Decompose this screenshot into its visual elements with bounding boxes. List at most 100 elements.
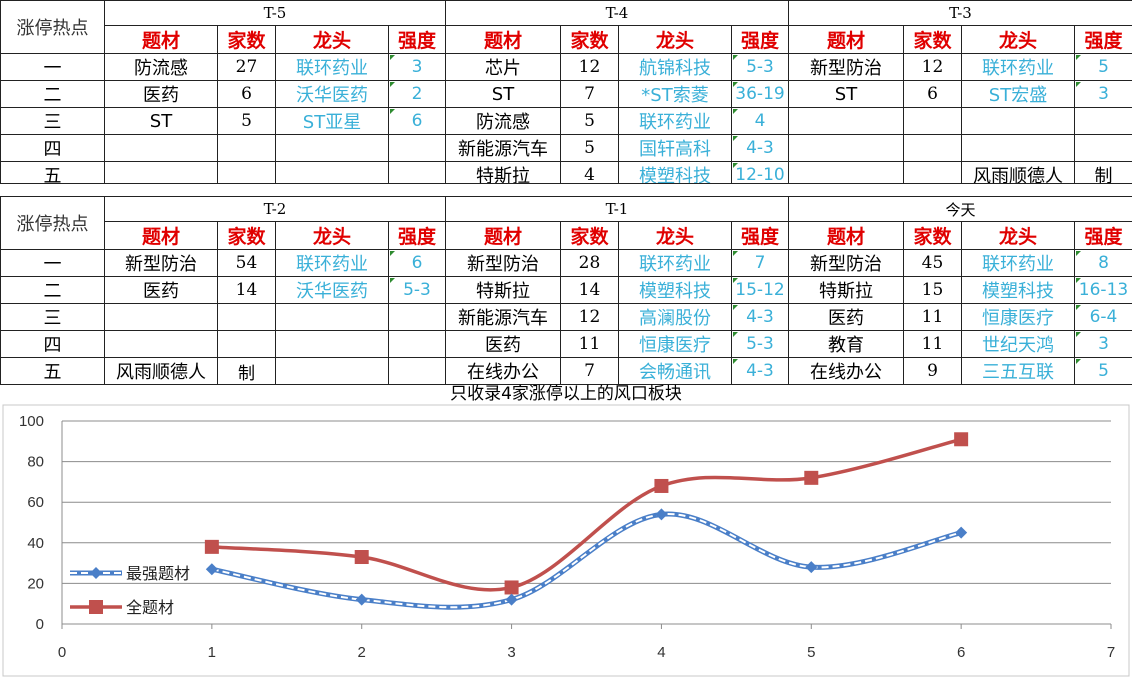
x-tick-label: 1 <box>208 644 216 661</box>
count-cell: 11 <box>560 330 619 358</box>
chart-frame <box>2 404 1130 677</box>
count-cell: 12 <box>903 53 962 81</box>
leader-cell: 航锦科技 <box>618 53 732 81</box>
theme-cell <box>788 107 904 135</box>
strength-cell: 5-3 <box>731 330 789 358</box>
column-header-theme: 题材 <box>788 221 904 250</box>
column-header-count: 家数 <box>903 221 962 250</box>
theme-cell: 特斯拉 <box>445 276 561 304</box>
table-row: 二医药 14 沃华医药 5-3 特斯拉 14 模塑科技 15-12 特斯拉 15 模塑科技 16-13 <box>0 276 1132 304</box>
corner-label: 涨停热点 <box>0 196 105 250</box>
theme-cell: 防流感 <box>445 107 561 135</box>
table-row: 四医药 11 恒康医疗 5-3 教育 11 世纪天鸿 3 <box>0 330 1132 358</box>
series-line <box>211 437 962 592</box>
data-point-square <box>654 478 669 493</box>
theme-cell: ST <box>788 80 904 108</box>
count-cell: 28 <box>560 249 619 277</box>
count-cell: 11 <box>903 330 962 358</box>
column-header-strength: 强度 <box>1074 25 1132 54</box>
y-tick-label: 60 <box>27 494 44 511</box>
count-cell: 6 <box>217 80 276 108</box>
column-header-theme: 题材 <box>104 221 218 250</box>
y-tick-label: 20 <box>27 575 44 592</box>
data-point-diamond <box>805 561 818 574</box>
leader-cell <box>275 134 389 162</box>
period-header: T-5 <box>104 0 446 26</box>
period-header: T-1 <box>445 196 789 222</box>
count-cell <box>217 303 276 331</box>
column-header-leader: 龙头 <box>275 221 389 250</box>
theme-cell: 新型防治 <box>788 53 904 81</box>
strength-cell <box>1074 134 1132 162</box>
theme-cell: 教育 <box>788 330 904 358</box>
leader-cell: 三五互联 <box>961 357 1075 385</box>
x-tick-label: 6 <box>957 644 965 661</box>
x-tick-label: 3 <box>507 644 515 661</box>
hot-sectors-table-top: 涨停热点 T-5 T-4 T-3 题材 家数 龙头 强度 题材 家数 龙头 强度 题材 家数 龙头 强度一防流… <box>0 0 1132 189</box>
rank-label: 五 <box>0 357 105 385</box>
column-header-strength: 强度 <box>388 25 446 54</box>
leader-cell: 联环药业 <box>961 249 1075 277</box>
legend-marker-square <box>89 600 103 614</box>
y-tick-label: 0 <box>36 616 44 633</box>
legend-marker-diamond <box>90 567 102 579</box>
data-point-diamond <box>505 593 518 606</box>
theme-cell: 芯片 <box>445 53 561 81</box>
leader-cell: 会畅通讯 <box>618 357 732 385</box>
rank-label: 二 <box>0 80 105 108</box>
column-header-strength: 强度 <box>731 25 789 54</box>
rank-label: 一 <box>0 249 105 277</box>
leader-cell: 沃华医药 <box>275 80 389 108</box>
leader-cell <box>961 134 1075 162</box>
leader-cell: 联环药业 <box>618 249 732 277</box>
column-header-leader: 龙头 <box>618 221 732 250</box>
column-header-strength: 强度 <box>1073 221 1132 250</box>
theme-cell <box>788 134 904 162</box>
count-cell: 45 <box>903 249 962 277</box>
strength-cell: 3 <box>388 53 446 81</box>
data-point-diamond <box>955 526 968 539</box>
column-header-theme: 题材 <box>788 25 904 54</box>
table-row: 四 新能源汽车 5 国轩高科 4-3 <box>0 134 1132 162</box>
strength-cell: 2 <box>388 80 446 108</box>
leader-cell: 联环药业 <box>618 107 732 135</box>
leader-cell: 恒康医疗 <box>618 330 732 358</box>
theme-cell <box>104 303 218 331</box>
column-header-theme: 题材 <box>445 221 561 250</box>
rank-label: 三 <box>0 107 105 135</box>
leader-cell: ST亚星 <box>275 107 389 135</box>
theme-cell: 在线办公 <box>788 357 904 385</box>
strength-cell: 3 <box>1073 330 1132 358</box>
count-cell: 12 <box>560 303 619 331</box>
theme-cell <box>104 330 218 358</box>
column-header-leader: 龙头 <box>961 221 1075 250</box>
y-tick-label: 40 <box>27 535 44 552</box>
x-tick-label: 0 <box>58 644 66 661</box>
count-cell: 54 <box>217 249 276 277</box>
leader-cell: 高澜股份 <box>618 303 732 331</box>
table-row: 三 ST 5 ST亚星 6 防流感 5 联环药业 4 <box>0 107 1132 135</box>
data-point-diamond <box>205 563 218 576</box>
data-point-square <box>204 539 219 554</box>
count-cell: 5 <box>560 107 619 135</box>
strength-cell: 4 <box>731 107 789 135</box>
corner-label: 涨停热点 <box>0 0 105 54</box>
theme-cell: 新型防治 <box>104 249 218 277</box>
leader-cell: 国轩高科 <box>618 134 732 162</box>
strength-cell: 4-3 <box>731 134 789 162</box>
count-cell: 5 <box>217 107 276 135</box>
strength-cell <box>1074 107 1132 135</box>
leader-cell: 联环药业 <box>275 249 389 277</box>
column-header-strength: 强度 <box>731 221 789 250</box>
chart-title: 只收录4家涨停以上的风口板块 <box>450 384 682 404</box>
strength-cell: 4-3 <box>731 357 789 385</box>
legend-label: 最强题材 <box>126 565 190 583</box>
strength-cell: 3 <box>1074 80 1132 108</box>
data-point-square <box>354 550 369 565</box>
strength-cell: 6 <box>388 107 446 135</box>
count-cell <box>217 134 276 162</box>
line-chart: 只收录4家涨停以上的风口板块 0 20 40 60 80 100 0 1 2 3 4 5 6 7 最强题材全… <box>0 379 1132 679</box>
rank-label: 一 <box>0 53 105 81</box>
leader-cell: *ST索菱 <box>618 80 732 108</box>
